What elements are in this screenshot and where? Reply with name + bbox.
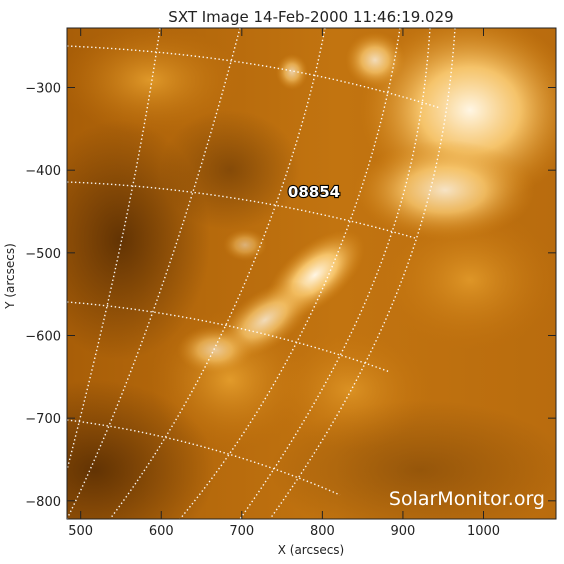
y-axis-label: Y (arcsecs) [3,243,17,310]
x-tick-label: 900 [391,524,416,539]
chart-title: SXT Image 14-Feb-2000 11:46:19.029 [168,8,453,26]
heliographic-grid [67,28,456,519]
x-tick-label: 500 [68,524,93,539]
x-tick-label: 600 [149,524,174,539]
x-axis: 500 600 700 800 900 1000 [68,28,500,539]
watermark: SolarMonitor.org [389,488,545,510]
x-tick-label: 800 [310,524,335,539]
x-tick-label: 700 [229,524,254,539]
y-tick-label: −400 [25,164,61,179]
y-axis: −300 −400 −500 −600 −700 −800 [25,82,556,510]
plot-frame [66,27,557,520]
y-tick-label: −500 [25,247,61,262]
x-tick-label: 1000 [467,524,500,539]
region-label: 08854 [288,183,340,201]
solar-image: 08854 SolarMonitor.org [67,28,556,519]
y-tick-label: −300 [25,82,61,97]
x-axis-label: X (arcsecs) [278,543,345,557]
y-tick-label: −700 [25,412,61,427]
y-tick-label: −600 [25,329,61,344]
y-tick-label: −800 [25,495,61,510]
